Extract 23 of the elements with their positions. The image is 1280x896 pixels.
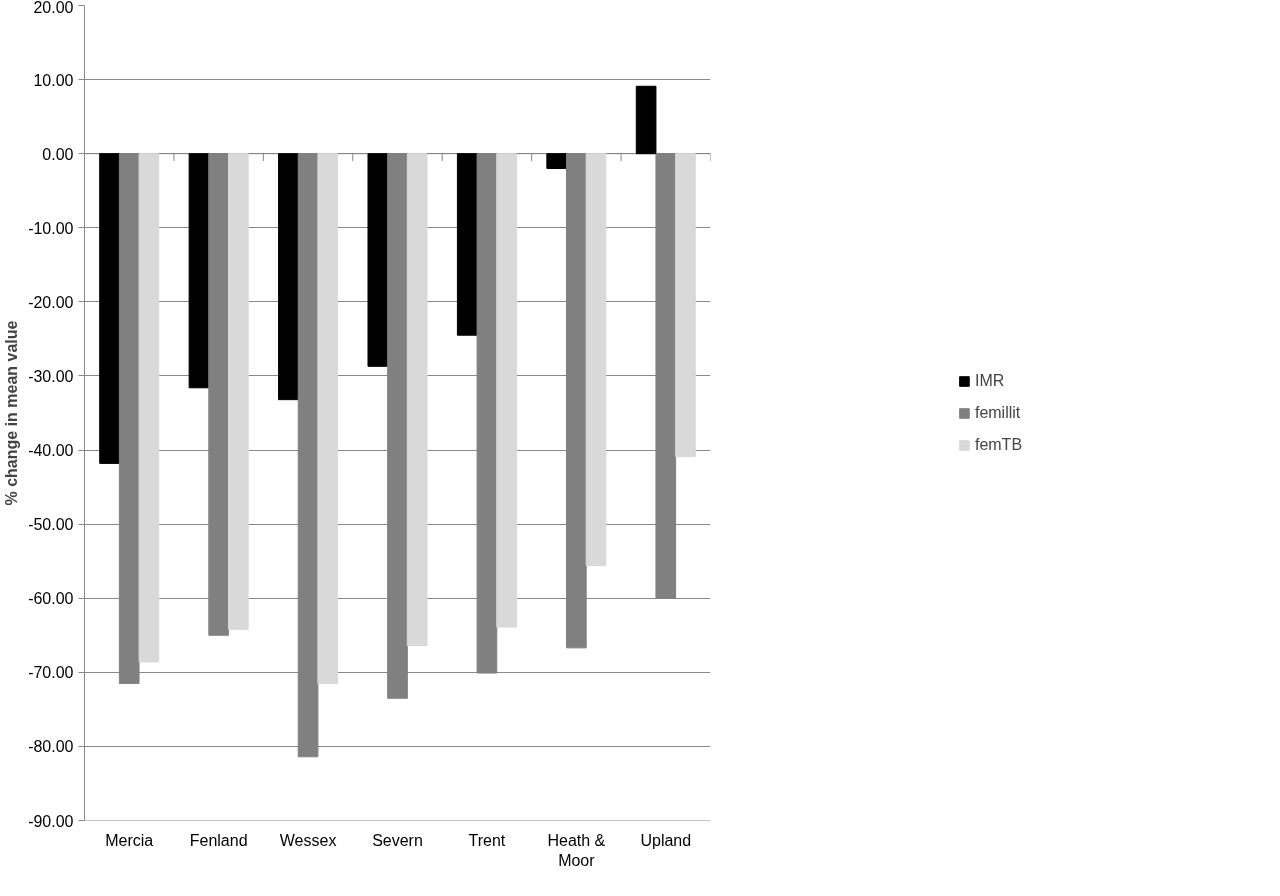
legend-label: femTB	[974, 435, 1023, 454]
y-tick-label: -60.00	[28, 590, 74, 608]
y-tick-label: -50.00	[28, 516, 74, 534]
x-tick-label: Severn	[372, 831, 423, 849]
y-axis-title: % change in mean value	[3, 320, 21, 506]
y-tick-label: -40.00	[28, 442, 74, 460]
y-tick-label: -80.00	[28, 738, 74, 756]
legend-label: femillit	[974, 403, 1021, 422]
x-tick-label: Heath & Moor	[547, 831, 606, 869]
x-tick-label: Trent	[468, 831, 506, 849]
y-tick-label: 20.00	[33, 0, 74, 16]
y-tick-label: -70.00	[28, 664, 74, 682]
legend-label: IMR	[974, 371, 1005, 390]
x-tick-label: Wessex	[279, 831, 337, 849]
y-tick-label: -30.00	[28, 367, 74, 385]
x-tick-label: Fenland	[189, 831, 248, 849]
y-tick-label: -90.00	[28, 812, 74, 830]
y-tick-label: 10.00	[33, 71, 74, 89]
x-tick-label: Mercia	[105, 831, 154, 849]
y-tick-label: -20.00	[28, 293, 74, 311]
x-tick-label: Upland	[640, 831, 692, 849]
y-tick-label: 0.00	[42, 145, 74, 163]
y-tick-label: -10.00	[28, 219, 74, 237]
